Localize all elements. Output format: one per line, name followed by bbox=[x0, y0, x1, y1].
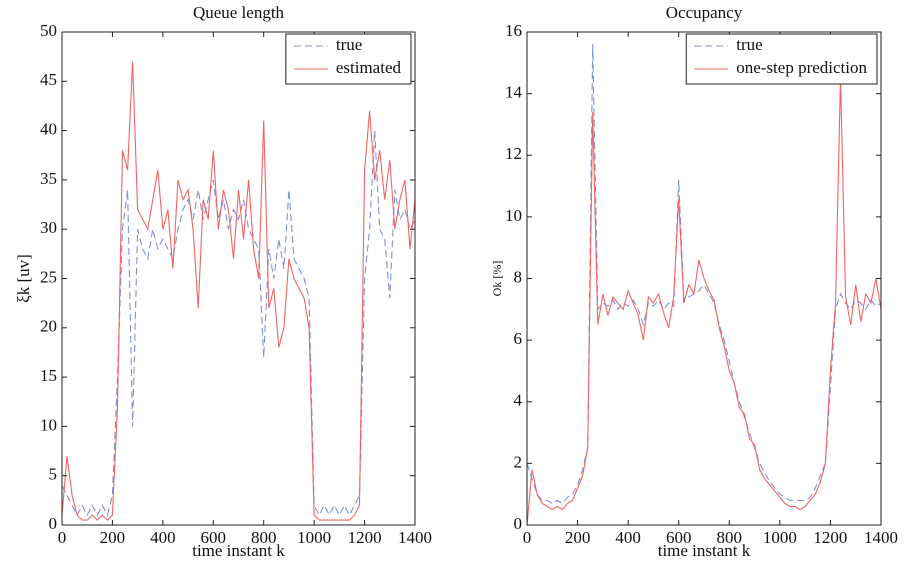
y-tick-label: 25 bbox=[40, 267, 57, 286]
x-tick-label: 0 bbox=[58, 528, 67, 547]
y-tick-label: 4 bbox=[514, 391, 523, 410]
y-tick-label: 14 bbox=[505, 83, 523, 102]
x-tick-label: 600 bbox=[201, 528, 227, 547]
legend-label: true bbox=[736, 35, 762, 54]
y-axis-label: ξk [uv] bbox=[14, 254, 33, 303]
series-line bbox=[526, 78, 882, 526]
y-tick-label: 5 bbox=[49, 465, 58, 484]
x-tick-label: 200 bbox=[100, 528, 126, 547]
y-tick-label: 35 bbox=[40, 169, 57, 188]
y-tick-label: 10 bbox=[505, 206, 522, 225]
x-tick-label: 1200 bbox=[348, 528, 382, 547]
x-tick-label: 0 bbox=[523, 528, 532, 547]
y-tick-label: 0 bbox=[514, 514, 523, 533]
x-tick-label: 1000 bbox=[297, 528, 331, 547]
x-tick-label: 600 bbox=[666, 528, 692, 547]
x-tick-label: 800 bbox=[717, 528, 743, 547]
y-tick-label: 45 bbox=[40, 70, 57, 89]
series-line bbox=[526, 44, 882, 505]
y-tick-label: 16 bbox=[505, 21, 522, 40]
chart-title: Occupancy bbox=[666, 3, 743, 22]
y-tick-label: 6 bbox=[514, 329, 523, 348]
x-tick-label: 800 bbox=[251, 528, 277, 547]
legend: true estimated bbox=[285, 33, 412, 85]
y-tick-label: 0 bbox=[49, 514, 58, 533]
legend-label: estimated bbox=[336, 58, 402, 77]
legend-label: true bbox=[336, 35, 362, 54]
y-tick-label: 2 bbox=[514, 452, 523, 471]
x-tick-label: 1200 bbox=[813, 528, 847, 547]
y-tick-label: 15 bbox=[40, 366, 57, 385]
y-tick-label: 12 bbox=[505, 144, 522, 163]
series-line bbox=[61, 130, 416, 517]
legend-label: one-step prediction bbox=[736, 58, 867, 77]
chart-title: Queue length bbox=[193, 3, 285, 22]
y-tick-label: 40 bbox=[40, 120, 57, 139]
y-tick-label: 30 bbox=[40, 218, 57, 237]
legend-box bbox=[285, 33, 412, 85]
x-tick-label: 1400 bbox=[864, 528, 898, 547]
legend-box bbox=[685, 33, 878, 85]
y-tick-label: 20 bbox=[40, 317, 57, 336]
y-tick-label: 50 bbox=[40, 21, 57, 40]
y-tick-label: 8 bbox=[514, 267, 523, 286]
x-tick-label: 1400 bbox=[398, 528, 432, 547]
y-tick-label: 10 bbox=[40, 415, 57, 434]
x-axis-label: time instant k bbox=[192, 541, 285, 560]
x-tick-label: 400 bbox=[150, 528, 176, 547]
x-axis-label: time instant k bbox=[658, 541, 751, 560]
x-tick-label: 200 bbox=[565, 528, 591, 547]
legend: true one-step prediction bbox=[685, 33, 878, 85]
series-line bbox=[61, 61, 416, 521]
x-tick-label: 400 bbox=[615, 528, 641, 547]
y-axis-label: Ok [%] bbox=[490, 261, 504, 297]
x-tick-label: 1000 bbox=[763, 528, 797, 547]
